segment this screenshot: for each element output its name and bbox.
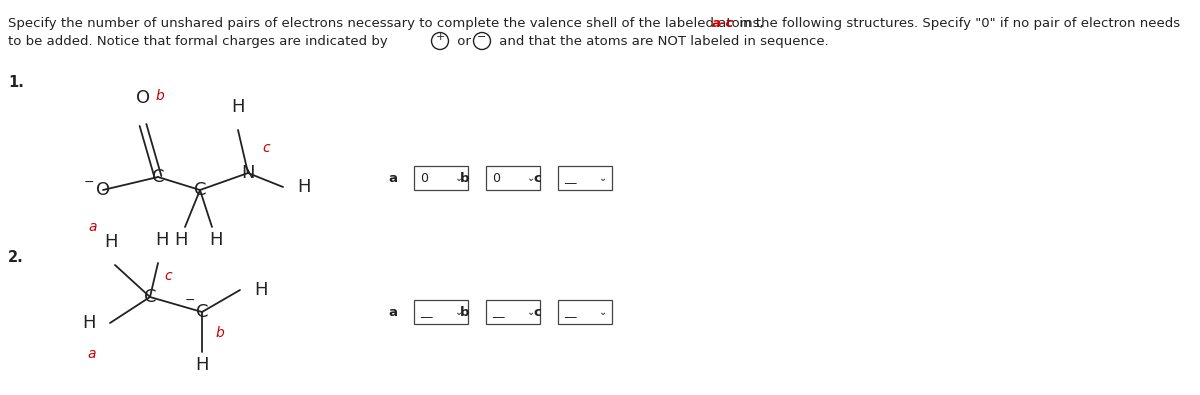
Text: c: c [533, 305, 541, 318]
Text: b: b [460, 171, 469, 184]
Text: H: H [209, 231, 223, 249]
Text: ⌄: ⌄ [599, 173, 607, 183]
Text: __: __ [492, 305, 504, 318]
Text: b: b [155, 89, 163, 103]
Text: H: H [155, 231, 169, 249]
Text: ⌄: ⌄ [527, 173, 535, 183]
Text: a: a [388, 171, 397, 184]
Text: H: H [104, 233, 118, 251]
Text: b: b [215, 326, 223, 340]
Text: O: O [136, 89, 150, 107]
Text: a-c: a-c [712, 17, 734, 30]
Text: O: O [96, 181, 110, 199]
Text: H: H [254, 281, 268, 299]
Text: a: a [388, 305, 397, 318]
Text: C: C [196, 303, 209, 321]
Text: 2.: 2. [8, 250, 24, 265]
Text: c: c [262, 141, 270, 155]
Text: __: __ [564, 305, 576, 318]
Text: to be added. Notice that formal charges are indicated by: to be added. Notice that formal charges … [8, 35, 392, 48]
FancyBboxPatch shape [486, 300, 540, 324]
Text: H: H [298, 178, 311, 196]
FancyBboxPatch shape [486, 166, 540, 190]
Text: a: a [88, 347, 96, 361]
Text: __: __ [564, 171, 576, 184]
Text: +: + [436, 32, 445, 42]
Text: __: __ [420, 305, 432, 318]
Text: −: − [185, 293, 196, 307]
FancyBboxPatch shape [414, 166, 468, 190]
Text: a: a [89, 220, 97, 234]
Text: Specify the number of unshared pairs of electrons necessary to complete the vale: Specify the number of unshared pairs of … [8, 17, 768, 30]
FancyBboxPatch shape [414, 300, 468, 324]
Text: 0: 0 [420, 171, 428, 184]
FancyBboxPatch shape [558, 300, 612, 324]
Text: or: or [454, 35, 475, 48]
Text: H: H [174, 231, 187, 249]
Text: ⌄: ⌄ [455, 307, 463, 317]
Text: C: C [144, 288, 156, 306]
Text: 0: 0 [492, 171, 500, 184]
Text: 1.: 1. [8, 75, 24, 90]
Text: b: b [460, 305, 469, 318]
Text: N: N [241, 164, 254, 182]
Text: H: H [196, 356, 209, 374]
Text: ⌄: ⌄ [599, 307, 607, 317]
FancyBboxPatch shape [558, 166, 612, 190]
Text: C: C [193, 181, 206, 199]
Text: in the following structures. Specify "0" if no pair of electron needs: in the following structures. Specify "0"… [734, 17, 1180, 30]
Text: −: − [84, 175, 95, 188]
Text: H: H [232, 98, 245, 116]
Text: and that the atoms are NOT labeled in sequence.: and that the atoms are NOT labeled in se… [496, 35, 829, 48]
Text: ⌄: ⌄ [527, 307, 535, 317]
Text: H: H [83, 314, 96, 332]
Text: −: − [478, 32, 487, 42]
Text: C: C [151, 168, 164, 186]
Text: c: c [533, 171, 541, 184]
Text: ⌄: ⌄ [455, 173, 463, 183]
Text: c: c [164, 269, 172, 283]
